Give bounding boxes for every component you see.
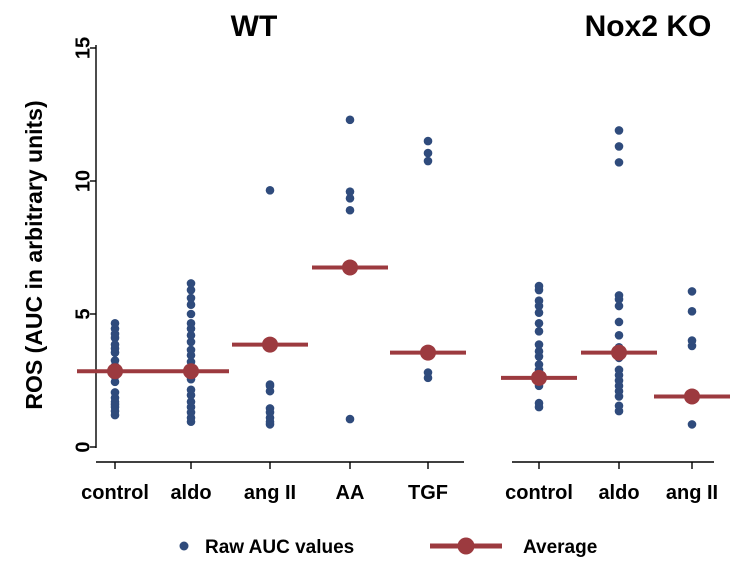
x-tick-label-nox2ko-aldo: aldo [598,482,639,504]
average-marker [107,363,123,380]
raw-point [345,187,355,196]
raw-point [265,186,275,195]
raw-point [110,340,120,349]
y-tick-label: 5 [72,308,94,319]
x-tick-label-wt-ang-ii: ang II [244,482,296,504]
raw-point [687,287,697,296]
panel-title-wt: WT [231,10,278,43]
raw-point [614,158,624,167]
raw-point [186,300,196,309]
data-marks [77,115,730,429]
raw-point [345,205,355,215]
legend-average-label: Average [523,537,597,558]
x-tick-label-wt-aa: AA [336,482,365,504]
raw-point [534,296,544,306]
y-axis: 0 5 10 15 [72,37,97,453]
average-marker [183,363,199,380]
x-tick-label-wt-control: control [81,482,149,504]
raw-point [687,420,697,429]
raw-point [423,156,433,166]
x-tick-label-wt-aldo: aldo [170,482,211,504]
x-axis-wt: control aldo ang II AA TGF [81,461,464,504]
raw-point [110,356,120,365]
x-axis-nox2ko: control aldo ang II [505,461,718,504]
raw-point [186,319,196,328]
raw-point [534,398,544,408]
average-marker [262,336,278,353]
raw-point [265,404,275,413]
raw-point [186,293,196,303]
raw-point [186,345,196,355]
raw-point [110,319,120,328]
raw-point [534,346,544,356]
x-tick-label-nox2ko-ang-ii: ang II [666,482,718,504]
raw-point [186,279,196,288]
legend-raw-label: Raw AUC values [205,537,354,558]
raw-point [345,414,355,424]
raw-point [614,142,624,151]
raw-point [534,360,544,369]
raw-point [345,193,355,203]
y-tick-label: 10 [72,170,94,192]
raw-point [186,309,196,319]
raw-point [614,317,624,327]
raw-point [110,388,120,397]
raw-point [186,330,196,340]
average-marker [684,388,700,405]
legend: Raw AUC values Average [179,537,597,558]
raw-point [186,385,196,395]
legend-raw-marker [179,541,189,551]
y-tick-label: 0 [72,441,94,452]
x-tick-label-wt-tgf: TGF [408,482,448,504]
raw-point [614,365,624,375]
raw-point [614,126,624,135]
raw-point [186,285,196,295]
panel-title-nox2ko: Nox2 KO [585,10,712,43]
average-marker [611,344,627,361]
raw-point [186,337,196,347]
raw-point [614,330,624,340]
raw-point [534,340,544,349]
average-marker [342,259,358,276]
raw-point [534,308,544,317]
raw-point [614,301,624,311]
legend-average-marker [457,537,475,555]
raw-point [423,368,433,377]
raw-point [423,148,433,158]
x-tick-label-nox2ko-control: control [505,482,573,504]
raw-point [687,336,697,345]
raw-point [423,136,433,146]
average-marker [531,369,547,386]
raw-point [534,319,544,328]
raw-point [687,307,697,316]
y-axis-label: ROS (AUC in arbitrary units) [21,100,47,409]
raw-point [534,326,544,336]
raw-point [614,401,624,411]
raw-point [534,281,544,291]
raw-point [265,380,275,389]
average-marker [420,344,436,361]
raw-point [345,115,355,125]
raw-point [186,397,196,407]
raw-point [614,291,624,300]
y-tick-label: 15 [72,37,94,59]
